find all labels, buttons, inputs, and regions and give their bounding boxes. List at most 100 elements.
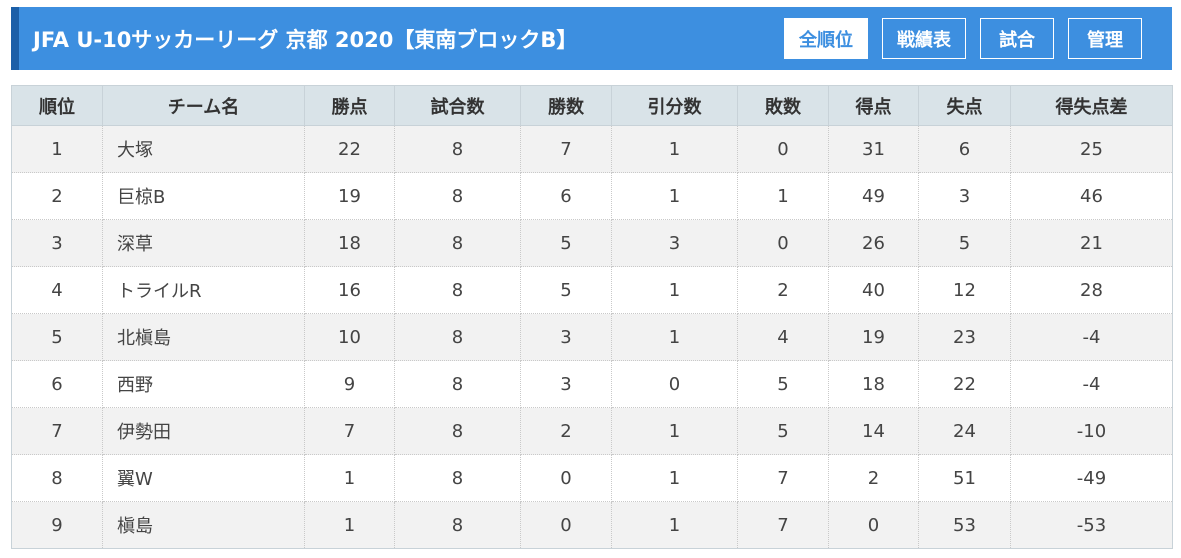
- rank-cell: 9: [11, 501, 103, 549]
- team-name-cell: 西野: [102, 360, 305, 408]
- page-header: JFA U-10サッカーリーグ 京都 2020【東南ブロックB】 全順位 戦績表…: [11, 7, 1172, 70]
- goals-for-cell: 18: [828, 360, 919, 408]
- nav-button-matches[interactable]: 試合: [980, 18, 1054, 59]
- losses-cell: 2: [737, 266, 829, 314]
- points-cell: 7: [304, 407, 395, 455]
- losses-cell: 1: [737, 172, 829, 220]
- wins-cell: 7: [520, 125, 612, 173]
- wins-cell: 0: [520, 501, 612, 549]
- rank-cell: 6: [11, 360, 103, 408]
- goals-against-cell: 3: [918, 172, 1011, 220]
- games-cell: 8: [394, 266, 521, 314]
- points-cell: 19: [304, 172, 395, 220]
- losses-cell: 5: [737, 407, 829, 455]
- goals-for-cell: 14: [828, 407, 919, 455]
- draws-cell: 1: [611, 454, 738, 502]
- goals-against-cell: 24: [918, 407, 1011, 455]
- goal-diff-cell: -4: [1010, 313, 1173, 361]
- points-cell: 22: [304, 125, 395, 173]
- goal-diff-cell: -10: [1010, 407, 1173, 455]
- games-cell: 8: [394, 219, 521, 267]
- table-body: 1 大塚 22 8 7 1 0 31 6 25 2 巨椋B 19 8 6 1 1 49 3 46 3 深草 18 8 5 3 0 26…: [11, 125, 1173, 549]
- points-cell: 1: [304, 501, 395, 549]
- losses-cell: 7: [737, 454, 829, 502]
- goals-against-cell: 23: [918, 313, 1011, 361]
- table-row: 9 槇島 1 8 0 1 7 0 53 -53: [11, 501, 1173, 549]
- team-name-cell: 大塚: [102, 125, 305, 173]
- goals-for-cell: 26: [828, 219, 919, 267]
- draws-cell: 1: [611, 125, 738, 173]
- points-cell: 9: [304, 360, 395, 408]
- team-name-cell: 深草: [102, 219, 305, 267]
- goal-diff-cell: -49: [1010, 454, 1173, 502]
- table-header-col-rank: 順位: [11, 85, 103, 126]
- team-name-cell: トライルR: [102, 266, 305, 314]
- nav-button-results-table[interactable]: 戦績表: [882, 18, 966, 59]
- wins-cell: 3: [520, 313, 612, 361]
- table-row: 1 大塚 22 8 7 1 0 31 6 25: [11, 125, 1173, 173]
- points-cell: 18: [304, 219, 395, 267]
- wins-cell: 2: [520, 407, 612, 455]
- table-header-col-points: 勝点: [304, 85, 395, 126]
- draws-cell: 1: [611, 266, 738, 314]
- rank-cell: 5: [11, 313, 103, 361]
- table-header-col-team-name: チーム名: [102, 85, 305, 126]
- rank-cell: 4: [11, 266, 103, 314]
- table-row: 3 深草 18 8 5 3 0 26 5 21: [11, 219, 1173, 267]
- team-name-cell: 槇島: [102, 501, 305, 549]
- draws-cell: 0: [611, 360, 738, 408]
- rank-cell: 3: [11, 219, 103, 267]
- wins-cell: 6: [520, 172, 612, 220]
- wins-cell: 5: [520, 219, 612, 267]
- goals-against-cell: 12: [918, 266, 1011, 314]
- losses-cell: 5: [737, 360, 829, 408]
- goals-against-cell: 5: [918, 219, 1011, 267]
- standings-table: 順位 チーム名 勝点 試合数 勝数 引分数 敗数 得点 失点 得失点差 1 大塚 22 8 7 1 0 31 6 2…: [11, 85, 1173, 549]
- table-row: 7 伊勢田 7 8 2 1 5 14 24 -10: [11, 407, 1173, 455]
- draws-cell: 1: [611, 172, 738, 220]
- team-name-cell: 北槇島: [102, 313, 305, 361]
- team-name-cell: 巨椋B: [102, 172, 305, 220]
- table-row: 5 北槇島 10 8 3 1 4 19 23 -4: [11, 313, 1173, 361]
- games-cell: 8: [394, 360, 521, 408]
- table-header-row: 順位 チーム名 勝点 試合数 勝数 引分数 敗数 得点 失点 得失点差: [11, 85, 1173, 126]
- wins-cell: 3: [520, 360, 612, 408]
- draws-cell: 1: [611, 501, 738, 549]
- losses-cell: 7: [737, 501, 829, 549]
- losses-cell: 0: [737, 125, 829, 173]
- games-cell: 8: [394, 501, 521, 549]
- goals-against-cell: 53: [918, 501, 1011, 549]
- nav-button-admin[interactable]: 管理: [1068, 18, 1142, 59]
- points-cell: 10: [304, 313, 395, 361]
- table-header-col-goals-for: 得点: [828, 85, 919, 126]
- wins-cell: 0: [520, 454, 612, 502]
- page-title: JFA U-10サッカーリーグ 京都 2020【東南ブロックB】: [33, 27, 578, 52]
- table-row: 8 翼W 1 8 0 1 7 2 51 -49: [11, 454, 1173, 502]
- nav-button-all-rankings[interactable]: 全順位: [784, 18, 868, 59]
- table-header-col-goals-against: 失点: [918, 85, 1011, 126]
- rank-cell: 8: [11, 454, 103, 502]
- goals-against-cell: 51: [918, 454, 1011, 502]
- table-header-col-wins: 勝数: [520, 85, 612, 126]
- losses-cell: 0: [737, 219, 829, 267]
- rank-cell: 7: [11, 407, 103, 455]
- goals-for-cell: 49: [828, 172, 919, 220]
- table-row: 6 西野 9 8 3 0 5 18 22 -4: [11, 360, 1173, 408]
- draws-cell: 1: [611, 313, 738, 361]
- draws-cell: 1: [611, 407, 738, 455]
- wins-cell: 5: [520, 266, 612, 314]
- goals-against-cell: 22: [918, 360, 1011, 408]
- table-header-col-games: 試合数: [394, 85, 521, 126]
- goals-for-cell: 40: [828, 266, 919, 314]
- games-cell: 8: [394, 454, 521, 502]
- goal-diff-cell: 46: [1010, 172, 1173, 220]
- games-cell: 8: [394, 407, 521, 455]
- losses-cell: 4: [737, 313, 829, 361]
- goals-for-cell: 0: [828, 501, 919, 549]
- header-nav: 全順位 戦績表 試合 管理: [784, 18, 1172, 59]
- points-cell: 1: [304, 454, 395, 502]
- table-row: 2 巨椋B 19 8 6 1 1 49 3 46: [11, 172, 1173, 220]
- table-header-col-losses: 敗数: [737, 85, 829, 126]
- games-cell: 8: [394, 125, 521, 173]
- goals-against-cell: 6: [918, 125, 1011, 173]
